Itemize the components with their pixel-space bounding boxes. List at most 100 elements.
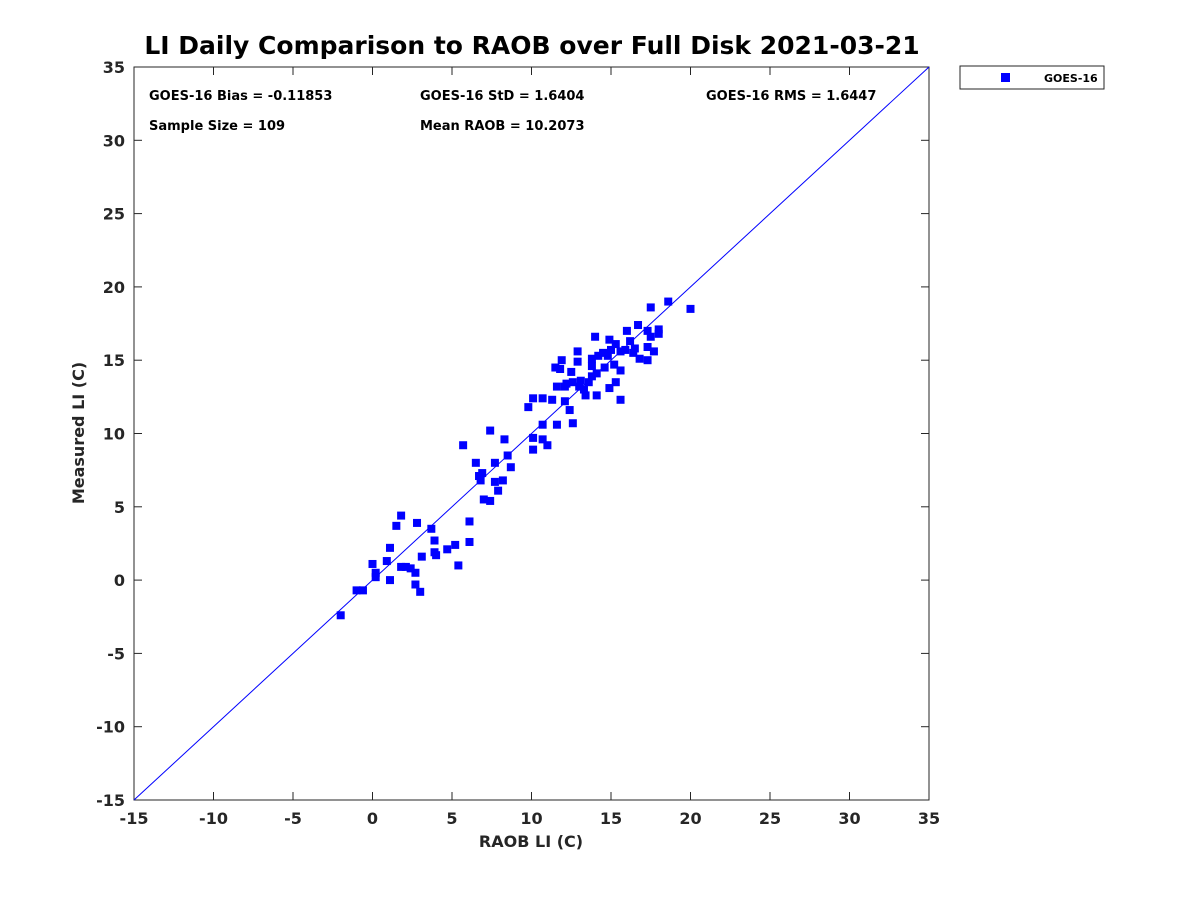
data-point <box>476 476 485 485</box>
data-point <box>392 521 401 530</box>
data-point <box>503 451 512 460</box>
data-point <box>411 568 420 577</box>
data-point <box>411 580 420 589</box>
data-point <box>352 586 361 595</box>
data-point <box>646 332 655 341</box>
data-point <box>490 477 499 486</box>
data-point <box>524 403 533 412</box>
data-point <box>567 367 576 376</box>
y-tick-label: 35 <box>103 58 125 77</box>
data-point <box>385 543 394 552</box>
x-tick-label: 30 <box>838 809 860 828</box>
data-point <box>486 496 495 505</box>
data-point <box>478 469 487 478</box>
x-tick-label: 35 <box>918 809 940 828</box>
chart-title: LI Daily Comparison to RAOB over Full Di… <box>144 31 919 60</box>
data-point <box>543 441 552 450</box>
y-tick-label: 25 <box>103 205 125 224</box>
legend-marker <box>1001 73 1010 82</box>
data-point <box>479 495 488 504</box>
data-point <box>498 476 507 485</box>
data-point <box>592 369 601 378</box>
data-point <box>560 397 569 406</box>
y-tick-label: -15 <box>96 791 125 810</box>
data-point <box>529 445 538 454</box>
data-point <box>416 587 425 596</box>
one-to-one-line <box>133 66 930 801</box>
legend-label: GOES-16 <box>1044 72 1098 85</box>
data-point <box>454 561 463 570</box>
y-tick-label: 30 <box>103 131 125 150</box>
data-point <box>490 458 499 467</box>
data-point <box>538 394 547 403</box>
data-point <box>616 366 625 375</box>
data-point <box>538 435 547 444</box>
data-point <box>385 576 394 585</box>
data-point <box>506 463 515 472</box>
data-point <box>635 354 644 363</box>
data-point <box>552 382 561 391</box>
data-point <box>649 347 658 356</box>
x-tick-label: 0 <box>367 809 378 828</box>
data-point <box>451 540 460 549</box>
data-point <box>430 536 439 545</box>
x-tick-label: 5 <box>446 809 457 828</box>
x-tick-label: -15 <box>120 809 149 828</box>
stats-block: GOES-16 Bias = -0.11853 GOES-16 StD = 1.… <box>149 89 876 134</box>
data-point <box>565 406 574 415</box>
data-point <box>686 304 695 313</box>
data-point <box>471 458 480 467</box>
data-point <box>616 347 625 356</box>
data-point <box>610 360 619 369</box>
data-point <box>529 394 538 403</box>
data-point <box>575 382 584 391</box>
data-point <box>548 395 557 404</box>
data-point <box>486 426 495 435</box>
data-points <box>336 297 695 620</box>
data-point <box>621 345 630 354</box>
data-point <box>630 344 639 353</box>
data-point <box>599 348 608 357</box>
data-point <box>397 562 406 571</box>
data-point <box>576 376 585 385</box>
data-point <box>654 329 663 338</box>
data-point <box>643 343 652 352</box>
y-tick-label: 0 <box>114 571 125 590</box>
data-point <box>368 559 377 568</box>
x-tick-label: 10 <box>520 809 542 828</box>
data-point <box>443 545 452 554</box>
data-point <box>432 551 441 560</box>
data-point <box>406 564 415 573</box>
legend-box <box>959 65 1105 90</box>
y-tick-label: -5 <box>107 644 125 663</box>
data-point <box>643 356 652 365</box>
data-point <box>611 340 620 349</box>
data-point <box>654 325 663 334</box>
rms-stat: GOES-16 RMS = 1.6447 <box>706 89 876 104</box>
data-point <box>557 356 566 365</box>
data-point <box>568 419 577 428</box>
data-point <box>611 378 620 387</box>
data-point <box>584 378 593 387</box>
data-point <box>573 347 582 356</box>
data-point <box>397 511 406 520</box>
data-point <box>529 433 538 442</box>
data-point <box>568 378 577 387</box>
data-point <box>629 348 638 357</box>
data-point <box>336 611 345 620</box>
data-point <box>573 357 582 366</box>
data-point <box>500 435 509 444</box>
data-point <box>581 391 590 400</box>
sample-size-stat: Sample Size = 109 <box>149 119 285 134</box>
data-point <box>643 326 652 335</box>
data-point <box>465 517 474 526</box>
x-tick-label: -10 <box>199 809 228 828</box>
data-point <box>600 363 609 372</box>
data-point <box>605 384 614 393</box>
data-point <box>371 573 380 582</box>
data-point <box>358 586 367 595</box>
y-tick-label: -10 <box>96 718 125 737</box>
data-point <box>605 335 614 344</box>
data-point <box>579 385 588 394</box>
